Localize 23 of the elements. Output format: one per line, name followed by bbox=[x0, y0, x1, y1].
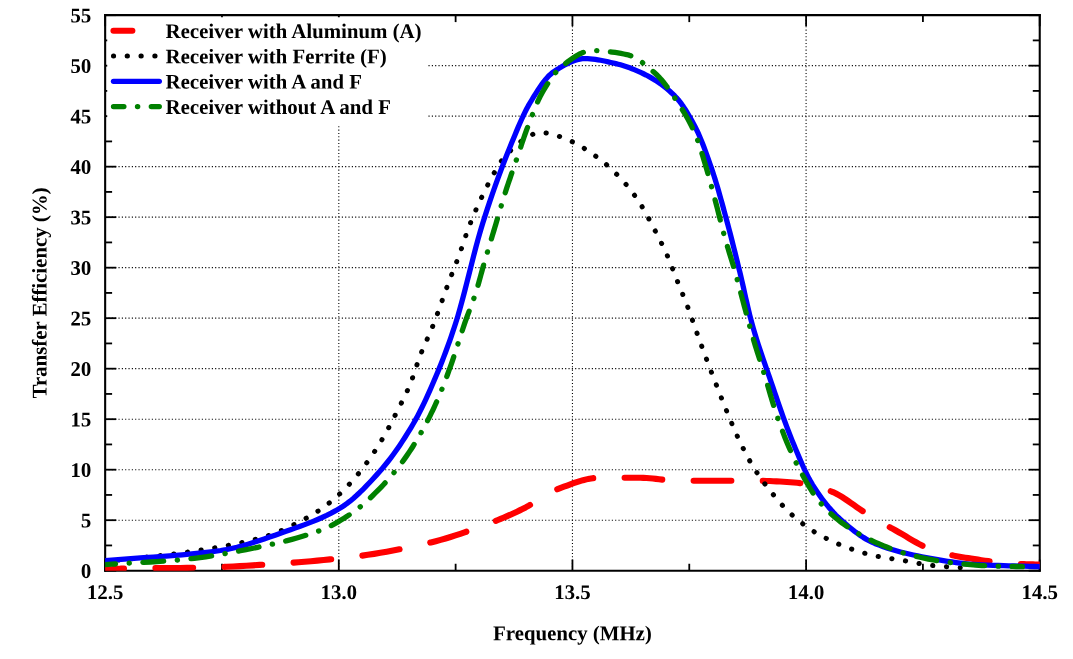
x-tick-label: 13.0 bbox=[322, 585, 357, 600]
y-tick-label: 55 bbox=[71, 8, 91, 23]
y-tick-label: 35 bbox=[71, 210, 91, 225]
y-axis-title: Transfer Efficiency (%) bbox=[31, 188, 51, 399]
x-tick-label: 14.5 bbox=[1023, 585, 1058, 600]
y-tick-label: 5 bbox=[81, 513, 91, 528]
legend-label: Receiver with Ferrite (F) bbox=[165, 48, 386, 68]
y-tick-label: 45 bbox=[70, 109, 91, 124]
legend-label: Receiver with A and F bbox=[165, 74, 361, 89]
x-tick-label: 14.0 bbox=[789, 585, 824, 600]
y-tick-label: 40 bbox=[70, 160, 91, 175]
y-tick-label: 20 bbox=[71, 362, 91, 377]
y-tick-label: 25 bbox=[71, 311, 91, 326]
y-tick-label: 0 bbox=[81, 564, 91, 579]
y-tick-label: 50 bbox=[71, 59, 91, 74]
legend-label: Receiver without A and F bbox=[165, 99, 390, 115]
x-axis-title: Frequency (MHz) bbox=[493, 625, 651, 645]
y-tick-label: 10 bbox=[72, 463, 91, 478]
y-tick-label: 30 bbox=[71, 261, 91, 276]
x-tick-label: 12.5 bbox=[88, 585, 123, 600]
legend-label: Receiver with Aluminum (A) bbox=[165, 23, 421, 43]
x-tick-label: 13.5 bbox=[555, 585, 590, 600]
y-tick-label: 15 bbox=[72, 412, 91, 427]
